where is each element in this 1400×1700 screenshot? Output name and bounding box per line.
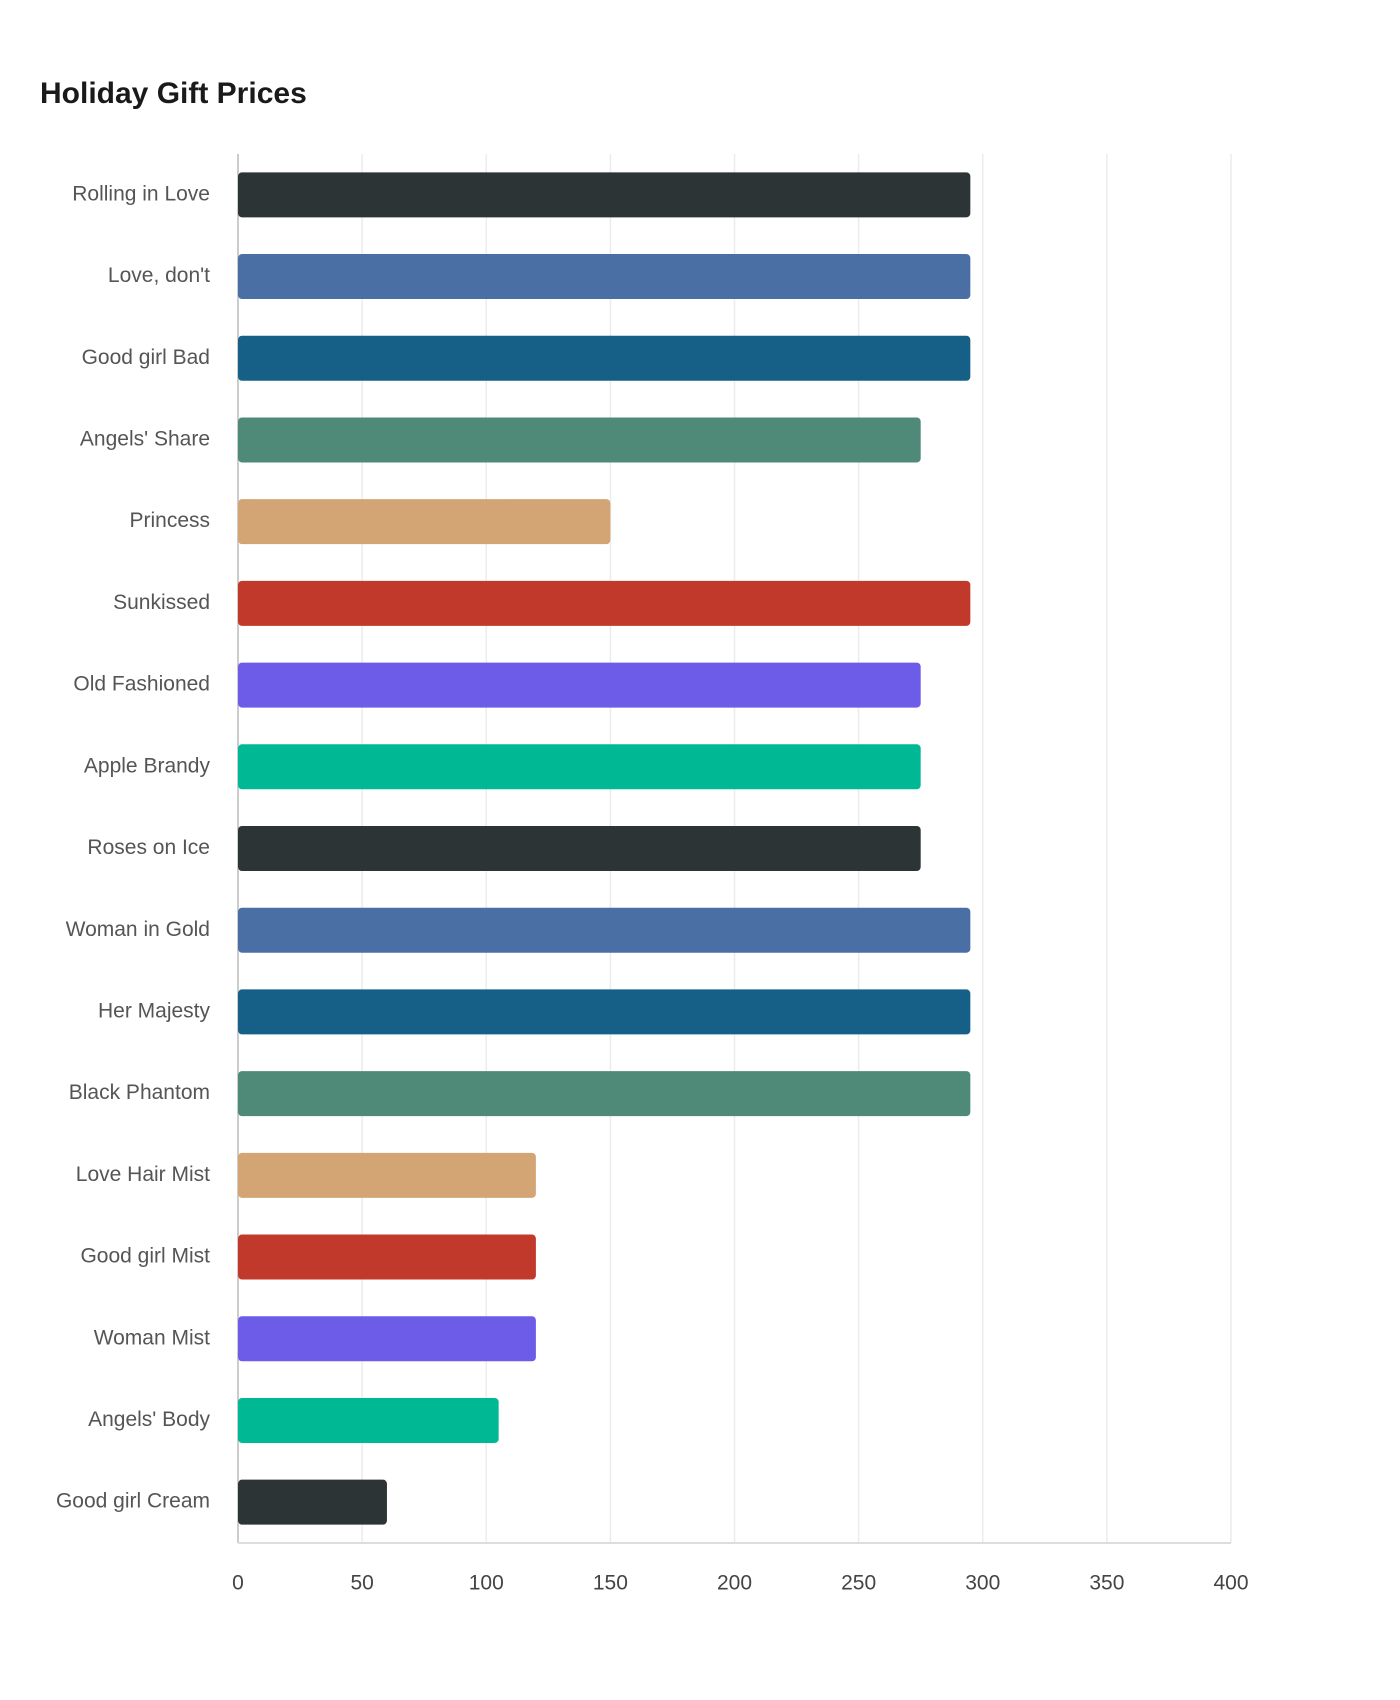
bar	[238, 580, 971, 626]
x-tick-label: 0	[232, 1572, 244, 1595]
bar	[238, 662, 921, 708]
x-tick-label: 400	[1213, 1572, 1248, 1595]
y-tick-label: Apple Brandy	[84, 754, 211, 777]
y-tick-label: Angels' Share	[80, 428, 210, 451]
y-tick-label: Princess	[129, 509, 210, 532]
bar	[238, 172, 971, 218]
x-tick-label: 150	[593, 1572, 628, 1595]
bar	[238, 744, 921, 790]
y-tick-label: Love, don't	[108, 264, 210, 287]
y-tick-label: Old Fashioned	[73, 673, 210, 696]
chart-title: Holiday Gift Prices	[40, 77, 307, 110]
bar	[238, 499, 611, 545]
bar	[238, 254, 971, 300]
x-tick-label: 100	[469, 1572, 504, 1595]
x-tick-label: 250	[841, 1572, 876, 1595]
y-tick-label: Good girl Cream	[56, 1490, 210, 1513]
y-tick-label: Black Phantom	[69, 1081, 210, 1104]
bar	[238, 335, 971, 381]
bar	[238, 1234, 536, 1280]
bar	[238, 826, 921, 871]
bar	[238, 1479, 387, 1525]
y-tick-label: Sunkissed	[113, 591, 210, 614]
x-tick-label: 350	[1089, 1572, 1124, 1595]
y-tick-label: Her Majesty	[98, 999, 211, 1022]
y-tick-label: Woman in Gold	[66, 918, 210, 941]
x-tick-label: 200	[717, 1572, 752, 1595]
bar	[238, 989, 971, 1035]
y-tick-label: Good girl Bad	[82, 346, 210, 369]
y-tick-label: Rolling in Love	[72, 182, 210, 205]
bar	[238, 907, 971, 953]
x-tick-label: 300	[965, 1572, 1000, 1595]
bar	[238, 1071, 971, 1117]
bar	[238, 1152, 536, 1198]
y-tick-label: Love Hair Mist	[76, 1163, 210, 1186]
x-tick-label: 50	[350, 1572, 373, 1595]
y-tick-label: Angels' Body	[88, 1408, 210, 1431]
y-tick-label: Good girl Mist	[80, 1245, 210, 1268]
y-tick-label: Woman Mist	[94, 1326, 210, 1349]
bar	[238, 417, 921, 463]
y-tick-label: Roses on Ice	[87, 836, 210, 859]
bar	[238, 1397, 499, 1443]
bar	[238, 1316, 536, 1362]
